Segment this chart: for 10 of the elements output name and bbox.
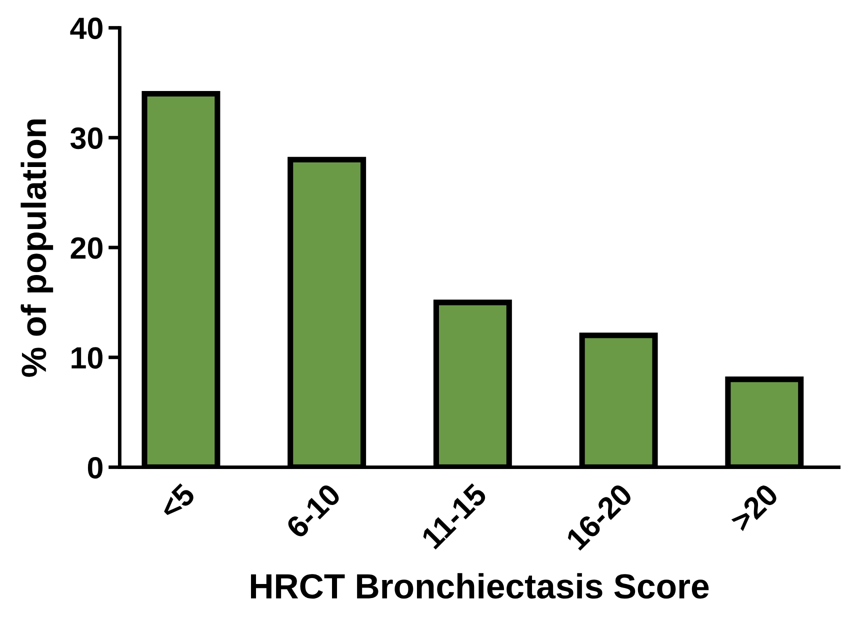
y-tick-label: 30 — [70, 127, 102, 150]
x-axis-title: HRCT Bronchiectasis Score — [250, 573, 709, 599]
x-tick-label: >20 — [729, 482, 780, 533]
y-tick-label: 0 — [88, 456, 102, 479]
y-tick-label: 10 — [72, 347, 102, 369]
y-tick-label: 20 — [70, 237, 102, 259]
y-axis-title: % of population — [20, 119, 54, 377]
y-tick-label: 40 — [70, 18, 102, 40]
x-tick-label: <5 — [158, 482, 196, 521]
x-tick-label: 6-10 — [284, 482, 342, 540]
